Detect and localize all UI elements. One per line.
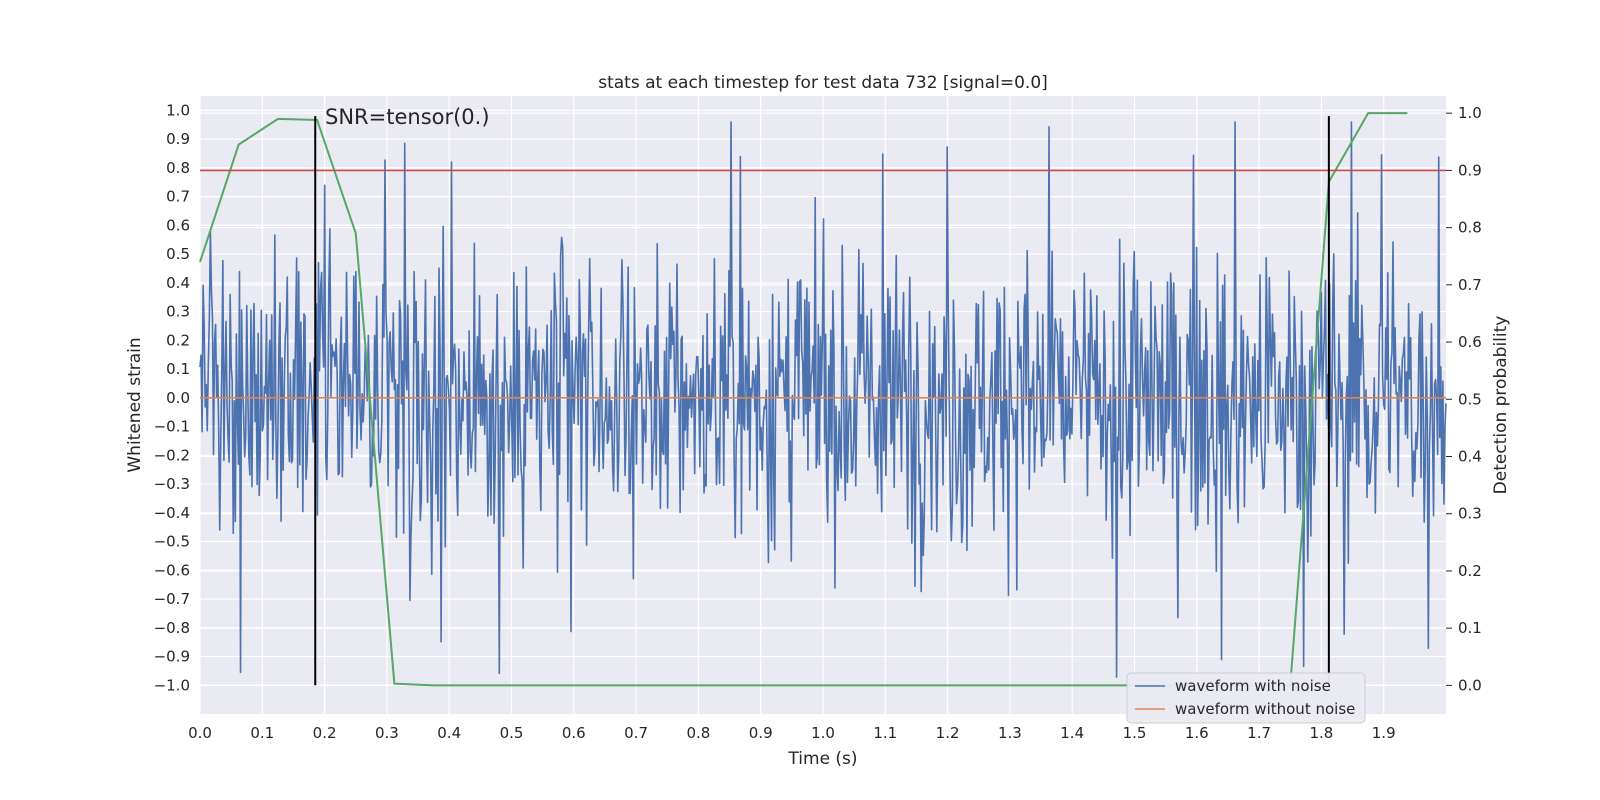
y-tick-label: −0.7 [154, 590, 190, 608]
legend: waveform with noise waveform without noi… [1126, 672, 1366, 724]
y2-tick-label: 0.0 [1458, 676, 1482, 694]
x-tick-label: 1.0 [811, 724, 835, 742]
y-tick-label: 0.1 [166, 360, 190, 378]
y-tick-label: −0.4 [154, 504, 190, 522]
x-tick-label: 0.6 [562, 724, 586, 742]
y-tick-label: 0.6 [166, 216, 190, 234]
y2-tick-label: 0.6 [1458, 333, 1482, 351]
y2-tick-label: 0.8 [1458, 219, 1482, 237]
y2-tick-label: 0.5 [1458, 390, 1482, 408]
y-tick-label: 0.2 [166, 331, 190, 349]
y-tick-label: −0.2 [154, 446, 190, 464]
y-tick-label: 0.5 [166, 245, 190, 263]
y-tick-label: 1.0 [166, 101, 190, 119]
y-tick-label: −0.8 [154, 619, 190, 637]
y-tick-label: −0.5 [154, 533, 190, 551]
x-tick-label: 0.3 [375, 724, 399, 742]
y2-axis-label: Detection probability [1491, 316, 1511, 495]
x-tick-label: 0.8 [686, 724, 710, 742]
x-tick-labels: 0.0 0.1 0.2 0.3 0.4 0.5 0.6 0.7 0.8 0.9 1.0 1.1 1.2 1… [188, 724, 1396, 742]
y2-tick-label: 0.9 [1458, 161, 1482, 179]
y-tick-label: −0.6 [154, 561, 190, 579]
y-tick-label: −1.0 [154, 676, 190, 694]
snr-annotation: SNR=tensor(0.) [325, 105, 490, 129]
chart-title: stats at each timestep for test data 732… [598, 73, 1048, 93]
y2-tick-label: 0.3 [1458, 505, 1482, 523]
y-tick-label: −0.3 [154, 475, 190, 493]
reference-lines [200, 116, 1446, 686]
y2-tick-label: 0.7 [1458, 276, 1482, 294]
x-tick-label: 0.4 [437, 724, 461, 742]
legend-box [1126, 672, 1366, 724]
x-tick-label: 0.9 [749, 724, 773, 742]
y-tick-label: 0.7 [166, 188, 190, 206]
y-tick-label: −0.1 [154, 418, 190, 436]
x-tick-label: 1.1 [873, 724, 897, 742]
series-waveform-with-noise [199, 121, 1447, 678]
y2-tick-label: 0.2 [1458, 562, 1482, 580]
x-tick-label: 1.3 [998, 724, 1022, 742]
x-tick-label: 1.9 [1372, 724, 1396, 742]
x-tick-label: 0.2 [313, 724, 337, 742]
x-tick-label: 0.5 [500, 724, 524, 742]
y-tick-label: 0.8 [166, 159, 190, 177]
legend-label-noise: waveform with noise [1175, 677, 1331, 695]
x-tick-label: 0.0 [188, 724, 212, 742]
y-tick-label: −0.9 [154, 648, 190, 666]
x-axis-label: Time (s) [787, 749, 857, 769]
x-tick-label: 1.4 [1060, 724, 1084, 742]
x-tick-label: 0.7 [624, 724, 648, 742]
y2-tick-label: 1.0 [1458, 104, 1482, 122]
y-tick-label: 0.9 [166, 130, 190, 148]
x-tick-label: 1.8 [1309, 724, 1333, 742]
legend-label-clean: waveform without noise [1175, 700, 1355, 718]
x-tick-label: 1.7 [1247, 724, 1271, 742]
y-tick-labels: 1.0 0.9 0.8 0.7 0.6 0.5 0.4 0.3 0.2 0.1 0.0 −0.1 −0.… [154, 101, 190, 694]
y-tick-label: 0.0 [166, 389, 190, 407]
y2-tick-labels: 1.0 0.9 0.8 0.7 0.6 0.5 0.4 0.3 0.2 0.1 0.0 [1446, 104, 1482, 694]
y2-tick-label: 0.4 [1458, 448, 1482, 466]
y-axis-label: Whitened strain [125, 337, 145, 472]
x-tick-label: 1.6 [1185, 724, 1209, 742]
y-tick-label: 0.3 [166, 303, 190, 321]
x-tick-label: 1.2 [936, 724, 960, 742]
y2-tick-label: 0.1 [1458, 619, 1482, 637]
y-tick-label: 0.4 [166, 274, 190, 292]
x-tick-label: 1.5 [1123, 724, 1147, 742]
x-tick-label: 0.1 [250, 724, 274, 742]
